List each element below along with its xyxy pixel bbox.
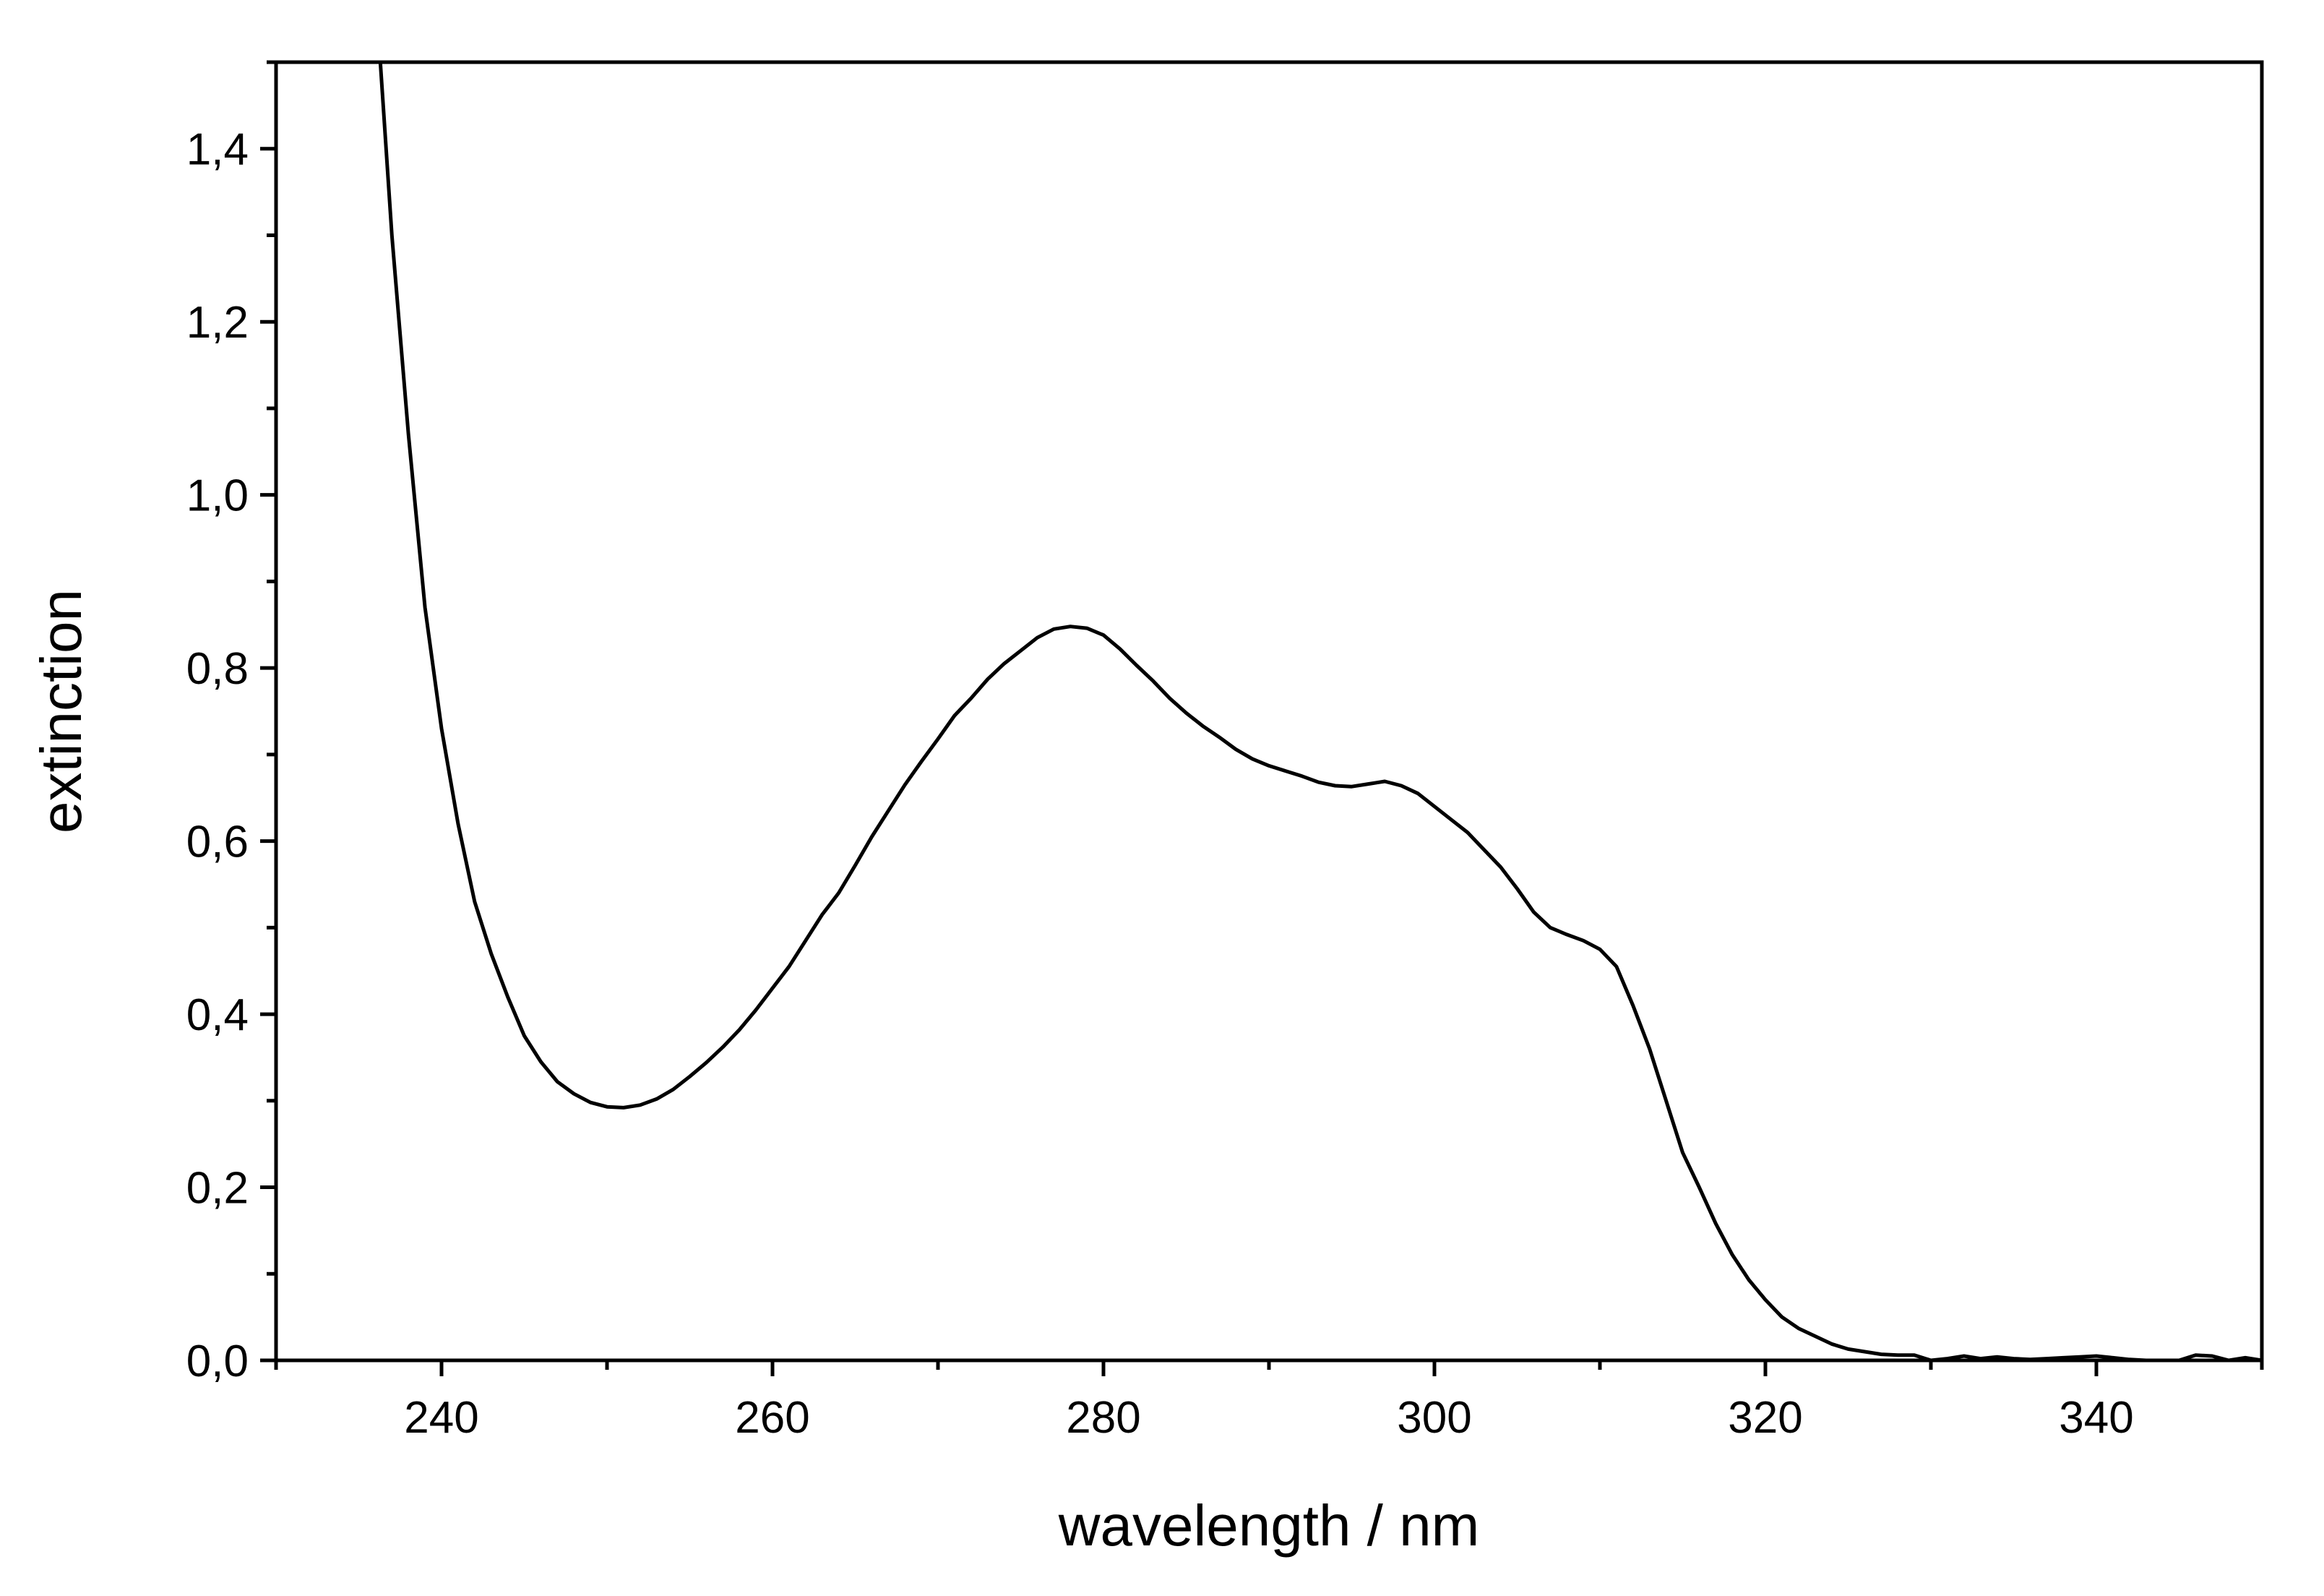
x-tick-label: 340 <box>2059 1393 2133 1443</box>
y-tick-label: 1,2 <box>186 298 249 348</box>
y-tick-label: 0,2 <box>186 1164 249 1214</box>
x-tick-label: 240 <box>404 1393 478 1443</box>
y-tick-label: 0,8 <box>186 644 249 694</box>
y-tick-label: 1,4 <box>186 125 249 175</box>
x-tick-label: 320 <box>1728 1393 1802 1443</box>
x-tick-label: 260 <box>735 1393 809 1443</box>
y-tick-label: 0,0 <box>186 1337 249 1386</box>
x-tick-label: 300 <box>1397 1393 1471 1443</box>
x-tick-label: 280 <box>1066 1393 1140 1443</box>
y-tick-label: 0,6 <box>186 818 249 867</box>
y-axis-tick-labels: 0,0 0,2 0,4 0,6 0,8 1,0 1,2 1,4 <box>186 125 249 1386</box>
y-tick-label: 1,0 <box>186 471 249 521</box>
y-axis-title: extinction <box>29 589 93 833</box>
x-axis-title: wavelength / nm <box>1058 1493 1480 1558</box>
y-tick-label: 0,4 <box>186 990 249 1040</box>
plot-frame <box>274 60 2264 1363</box>
x-axis-tick-labels: 240 260 280 300 320 340 <box>404 1393 2133 1443</box>
